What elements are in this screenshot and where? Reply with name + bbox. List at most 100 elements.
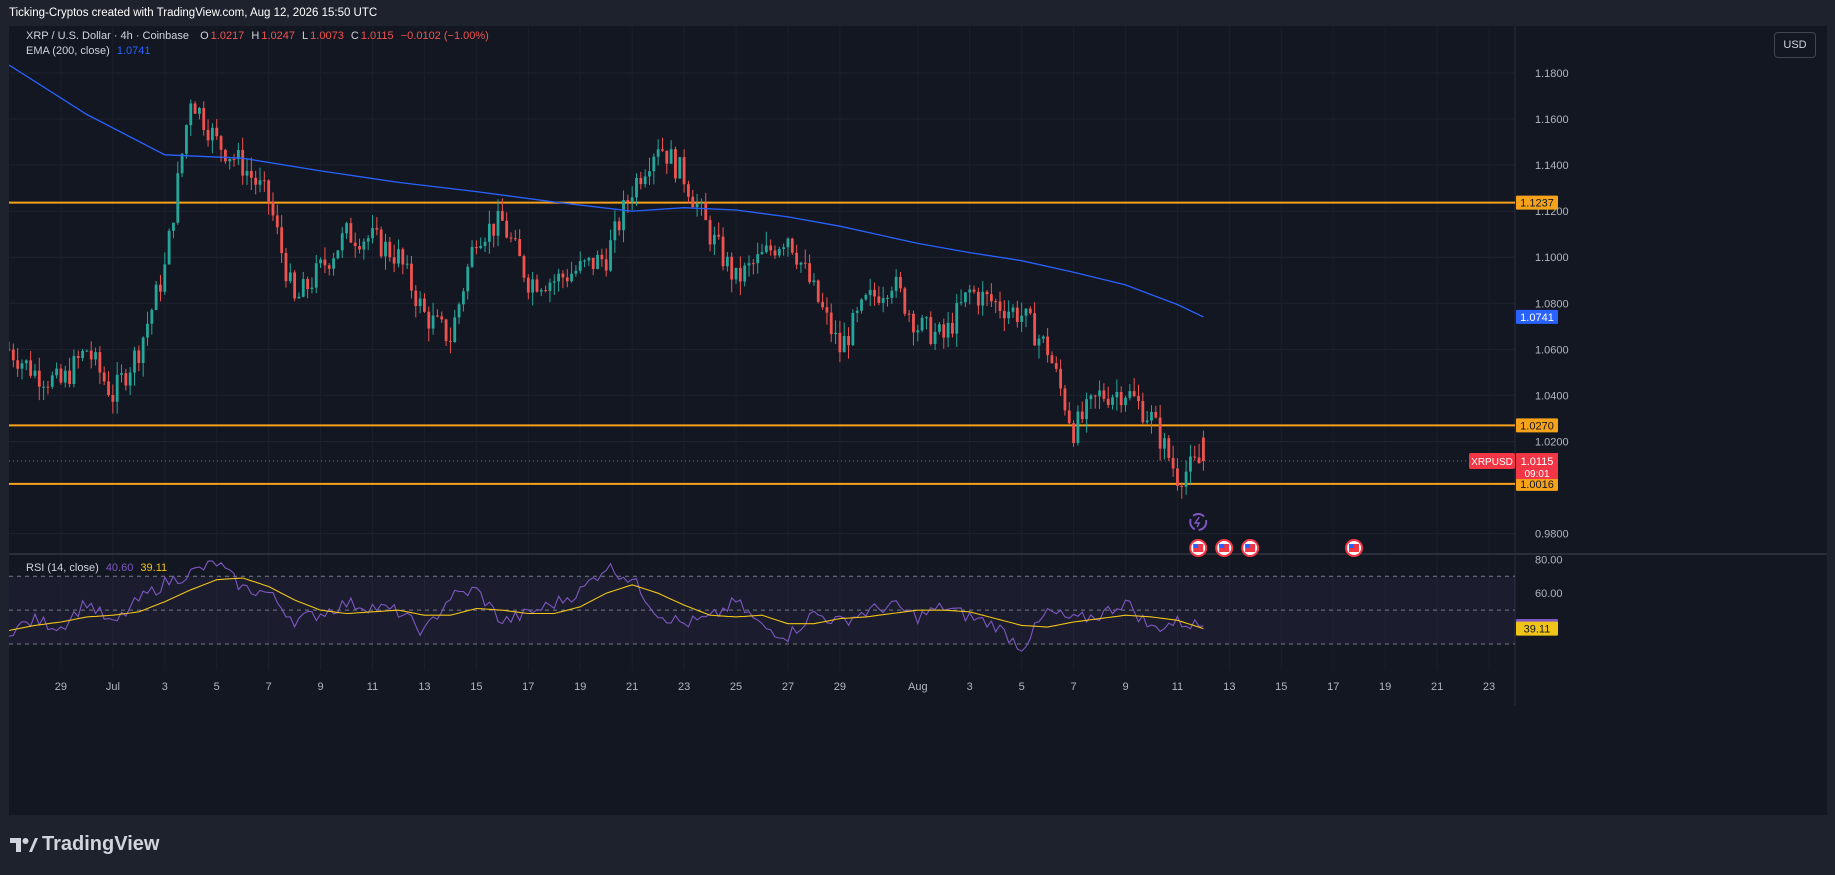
candle-body bbox=[596, 254, 599, 269]
event-markers bbox=[1189, 513, 1364, 557]
candle-body bbox=[232, 159, 236, 161]
time-tick-label: 29 bbox=[55, 681, 67, 693]
time-tick-label: 5 bbox=[214, 681, 220, 693]
candle-body bbox=[522, 256, 526, 278]
candle-body bbox=[319, 259, 322, 264]
candle-body bbox=[617, 221, 621, 231]
candle-body bbox=[107, 381, 110, 396]
candle-body bbox=[1054, 363, 1058, 369]
candle-body bbox=[570, 273, 573, 282]
top-caption-bar: Ticking-Cryptos created with TradingView… bbox=[0, 0, 1835, 26]
candle-body bbox=[50, 375, 54, 387]
candle-body bbox=[410, 263, 413, 291]
tradingview-logo[interactable]: TradingView bbox=[10, 833, 159, 856]
candle-body bbox=[466, 266, 470, 292]
time-tick-label: 11 bbox=[1172, 681, 1183, 693]
candle-body bbox=[842, 335, 846, 353]
time-tick-label: 7 bbox=[1071, 681, 1077, 693]
grid-lines bbox=[9, 26, 1827, 706]
candle-body bbox=[583, 260, 586, 262]
price-tick-label: 1.0800 bbox=[1535, 298, 1569, 310]
level-tag: 1.0016 bbox=[1520, 479, 1554, 491]
candle-body bbox=[401, 249, 405, 265]
candle-body bbox=[11, 349, 15, 361]
level-tag-bg bbox=[1516, 195, 1558, 210]
candle-body bbox=[68, 370, 71, 385]
rsi-ma-tag-bg bbox=[1516, 621, 1558, 636]
candle-body bbox=[994, 301, 998, 303]
price-tick-label: 1.1800 bbox=[1535, 68, 1569, 80]
candle-body bbox=[275, 215, 279, 228]
candle-body bbox=[1158, 417, 1162, 449]
candle-body bbox=[271, 201, 275, 216]
candle-body bbox=[1033, 313, 1037, 346]
candle-body bbox=[1132, 391, 1136, 397]
candle-body bbox=[812, 280, 816, 283]
candle-body bbox=[16, 360, 20, 369]
candle-body bbox=[1115, 391, 1119, 398]
candle-body bbox=[1080, 411, 1084, 420]
time-tick-label: 13 bbox=[1223, 681, 1235, 693]
chart-canvas[interactable]: 1.18001.16001.14001.12001.10001.08001.06… bbox=[9, 26, 1827, 815]
candle-body bbox=[1167, 438, 1171, 458]
candle-body bbox=[1050, 355, 1054, 364]
candle-body bbox=[1197, 457, 1201, 464]
candle-body bbox=[881, 298, 885, 303]
candle-body bbox=[444, 319, 448, 342]
rsi-tick-label: 80.00 bbox=[1535, 554, 1563, 566]
level-tag: 1.1237 bbox=[1520, 198, 1554, 210]
candle-body bbox=[1171, 457, 1175, 469]
candlesticks bbox=[9, 99, 1205, 499]
candle-body bbox=[803, 262, 807, 264]
candle-body bbox=[440, 316, 444, 320]
candle-body bbox=[349, 223, 353, 243]
candle-body bbox=[769, 245, 773, 251]
candle-body bbox=[189, 103, 193, 126]
candle-body bbox=[483, 241, 487, 247]
candle-body bbox=[46, 386, 50, 388]
candle-body bbox=[712, 234, 716, 245]
candle-body bbox=[751, 263, 755, 265]
candle-body bbox=[985, 291, 989, 295]
candle-body bbox=[929, 317, 933, 345]
candle-body bbox=[37, 370, 41, 387]
currency-button[interactable]: USD bbox=[1774, 32, 1816, 58]
candle-body bbox=[470, 247, 474, 267]
candle-body bbox=[176, 173, 180, 223]
candle-body bbox=[280, 227, 284, 254]
candle-body bbox=[301, 279, 305, 297]
rsi-pane bbox=[9, 560, 1515, 652]
ema-tag: 1.0741 bbox=[1520, 312, 1554, 324]
time-tick-label: 3 bbox=[162, 681, 168, 693]
time-tick-label: 27 bbox=[782, 681, 794, 693]
candle-body bbox=[81, 350, 84, 359]
rsi-ma-value: 39.11 bbox=[140, 562, 168, 574]
chart-area[interactable]: 1.1800 1.1600 1.1400 1.1200 1.1000 1.0800 1.06… bbox=[9, 26, 1827, 815]
rsi-value: 40.60 bbox=[105, 562, 134, 574]
time-tick-label: 21 bbox=[626, 681, 638, 693]
candle-body bbox=[388, 241, 392, 258]
candle-body bbox=[392, 257, 396, 264]
price-tick-label: 1.1400 bbox=[1535, 160, 1569, 172]
candle-body bbox=[764, 245, 768, 253]
candle-body bbox=[89, 350, 93, 360]
candle-body bbox=[185, 125, 188, 154]
candle-body bbox=[1098, 390, 1101, 397]
candle-body bbox=[1119, 391, 1123, 406]
price-tick-label: 1.0600 bbox=[1535, 344, 1569, 356]
candle-body bbox=[505, 220, 509, 238]
candle-body bbox=[63, 370, 67, 383]
candle-body bbox=[457, 304, 461, 318]
candle-body bbox=[591, 257, 595, 269]
candle-body bbox=[513, 238, 517, 240]
candle-body bbox=[111, 395, 115, 402]
candle-body bbox=[379, 229, 383, 257]
candle-body bbox=[1007, 311, 1011, 319]
ema-line bbox=[9, 64, 1204, 318]
candle-body bbox=[1024, 308, 1028, 316]
candle-body bbox=[656, 149, 660, 157]
candle-body bbox=[760, 252, 764, 255]
candle-body bbox=[314, 263, 318, 288]
candle-body bbox=[981, 291, 985, 306]
candle-body bbox=[1180, 485, 1184, 487]
